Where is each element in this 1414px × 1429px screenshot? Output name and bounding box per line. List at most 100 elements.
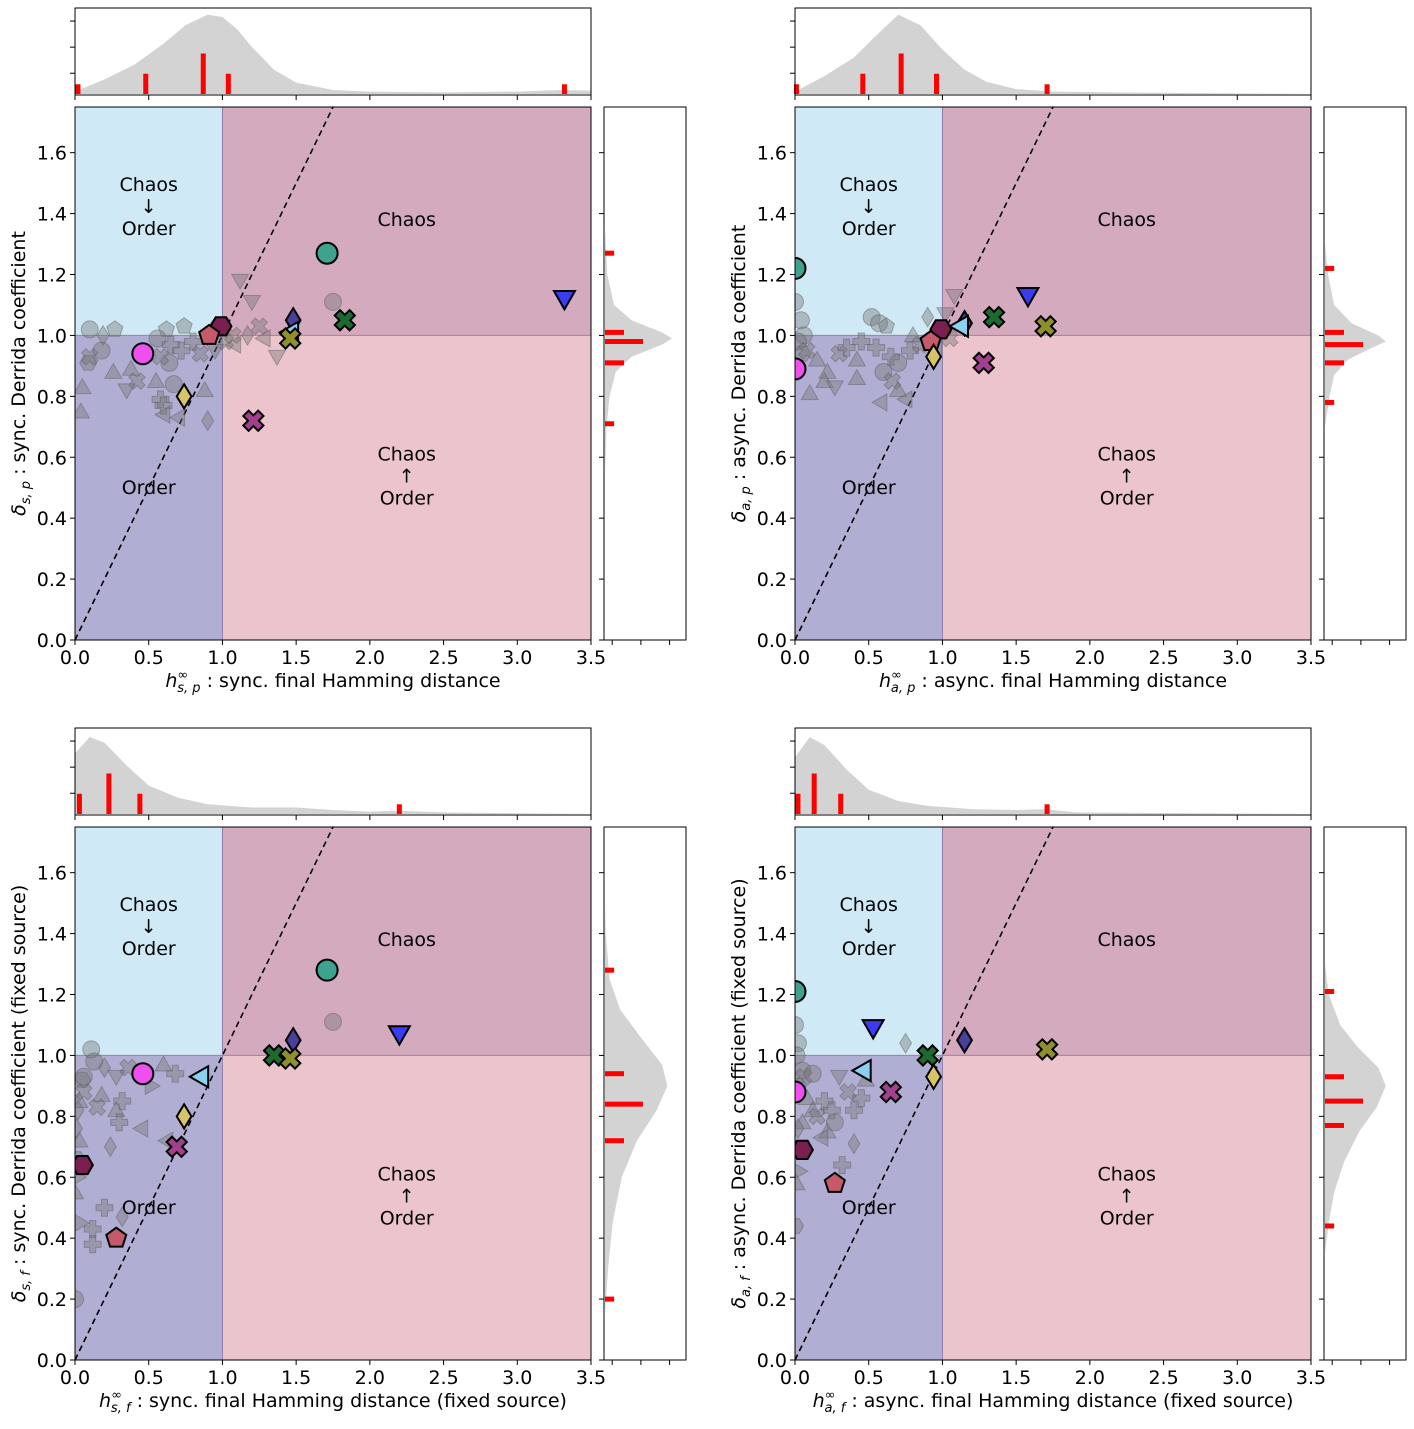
background-point (106, 1100, 126, 1118)
x-axis-label-sup: ∞ (825, 1388, 836, 1403)
highlighted-point (795, 256, 807, 280)
diagonal-line (795, 107, 1054, 640)
marginal-side-frame (603, 106, 687, 641)
background-point (146, 371, 166, 388)
background-point (80, 347, 99, 366)
highlighted-point (956, 1026, 974, 1055)
y-axis-label-symbol: δ (728, 511, 750, 523)
x-tick-label: 2.5 (428, 647, 458, 669)
background-point (75, 1083, 93, 1101)
background-point (106, 1069, 126, 1087)
region-label-chaos-to-order: Order (122, 218, 176, 240)
background-point (75, 1214, 91, 1232)
background-point (899, 1032, 913, 1054)
y-tick-label: 0.8 (757, 1106, 787, 1128)
y-tick-label: 1.2 (757, 265, 787, 287)
background-point (131, 1119, 149, 1138)
y-axis-label-text: : sync. Derrida coefficient (fixed sourc… (8, 885, 30, 1271)
background-point (903, 325, 923, 343)
region-label-chaos-to-order: Chaos (119, 894, 177, 916)
marginal-top (70, 727, 592, 820)
background-point (795, 1117, 805, 1140)
x-axis-label-sub: a, p (891, 681, 915, 696)
x-tick-label: 2.0 (355, 647, 385, 669)
marginal-top-rug-bar (898, 53, 904, 94)
y-tick-label: 0.4 (37, 508, 67, 530)
marginal-side-density (605, 903, 668, 1315)
region-label-chaos-to-order: ↓ (861, 196, 877, 218)
background-point (795, 311, 810, 330)
marginal-top-rug-bar (1044, 804, 1050, 814)
marginal-top-frame (74, 7, 592, 96)
marginal-side-density (605, 228, 672, 473)
x-axis-label: h∞ s, p : sync. final Hamming distance (165, 668, 500, 696)
x-axis-label: h∞ a, p : async. final Hamming distance (879, 668, 1227, 696)
marginal-side-density (1325, 244, 1386, 427)
background-point (166, 1064, 185, 1083)
y-tick-label: 0.0 (757, 1350, 787, 1372)
marginal-side-frame (603, 826, 687, 1361)
marginal-side-rug-bar (605, 329, 624, 335)
marginal-side-rug-bar (605, 1071, 624, 1077)
background-point (128, 372, 146, 390)
background-point (92, 1085, 111, 1102)
region-label-chaos-to-order: ↓ (141, 196, 157, 218)
background-point (201, 409, 215, 432)
x-tick-label: 3.0 (502, 1367, 532, 1389)
highlighted-point (925, 1062, 943, 1091)
background-point (844, 1101, 863, 1120)
x-tick-label: 1.0 (207, 647, 237, 669)
marginal-side (599, 826, 687, 1365)
region-label-order: Order (842, 477, 896, 499)
y-tick-label: 0.2 (757, 1289, 787, 1311)
x-tick-label: 0.5 (854, 1367, 884, 1389)
highlighted-point (982, 305, 1006, 329)
highlighted-point (823, 1171, 846, 1193)
background-point (157, 320, 176, 337)
marginal-top-density (795, 14, 1311, 94)
x-axis-label-text: : sync. final Hamming distance (201, 670, 501, 692)
y-tick-label: 1.2 (37, 265, 67, 287)
x-tick-label: 3.5 (576, 1367, 606, 1389)
background-point (800, 383, 820, 401)
region-chaos-to-order (75, 107, 223, 336)
region-chaos (222, 107, 591, 336)
background-point (85, 1052, 104, 1071)
region-label-chaos: Chaos (377, 929, 435, 951)
background-point (874, 362, 893, 381)
marginal-top-rug-bar (795, 793, 801, 814)
highlighted-point (175, 1102, 193, 1131)
region-label-order-to-chaos: Order (1100, 1207, 1154, 1229)
highlighted-point (105, 1226, 128, 1248)
background-point (82, 1040, 101, 1059)
region-label-chaos-to-order: Chaos (839, 174, 897, 196)
highlighted-point (333, 308, 357, 332)
region-label-order-to-chaos: Order (380, 1207, 434, 1229)
y-tick-label: 1.0 (37, 325, 67, 347)
highlighted-point (278, 326, 302, 350)
marginal-side-rug-bar (605, 250, 615, 256)
background-point (80, 320, 99, 339)
x-tick-label: 0.0 (60, 1367, 90, 1389)
marginal-top (70, 7, 592, 100)
region-label-order: Order (842, 1197, 896, 1219)
background-point (825, 1113, 844, 1132)
highlighted-point (860, 1019, 886, 1041)
background-point (888, 380, 908, 398)
points-group (75, 958, 412, 1309)
x-ticks: 0.0 0.5 1.0 1.5 2.0 2.5 3.0 3.5 (780, 1360, 1326, 1389)
background-point (96, 324, 110, 347)
y-tick-label: 0.0 (757, 630, 787, 652)
axes-frame (74, 826, 592, 1361)
x-tick-label: 3.0 (502, 647, 532, 669)
background-point (803, 1100, 823, 1118)
y-axis-label-text: : async. Derrida coefficient (fixed sour… (728, 878, 750, 1276)
y-tick-label: 0.6 (757, 1167, 787, 1189)
background-point (148, 329, 167, 348)
marginal-top-rug-bar (793, 84, 799, 94)
marginal-top-frame (794, 727, 1312, 816)
marginal-side-rug-bar (1325, 342, 1363, 348)
